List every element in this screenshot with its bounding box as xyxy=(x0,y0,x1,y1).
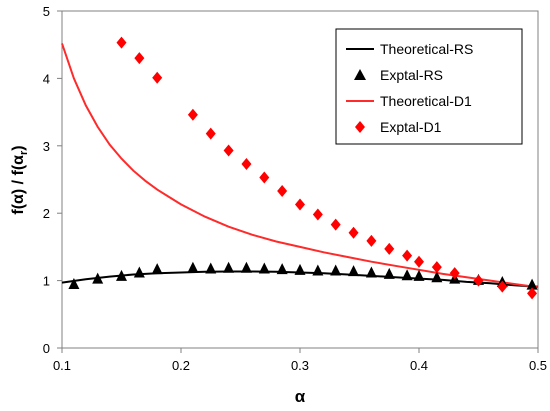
y-axis-ticks: 0 1 2 3 4 5 xyxy=(43,4,62,356)
data-point-exptal-rs xyxy=(383,267,395,279)
legend-label-theoretical-rs: Theoretical-RS xyxy=(380,41,473,57)
y-tick-label: 2 xyxy=(43,206,50,221)
data-point-exptal-d1 xyxy=(497,280,508,293)
data-point-exptal-d1 xyxy=(259,171,270,184)
legend-swatch-exptal-rs xyxy=(354,69,366,80)
data-point-exptal-rs xyxy=(365,266,377,278)
data-point-exptal-d1 xyxy=(473,274,484,287)
y-axis-label-subscript: r xyxy=(18,150,30,155)
y-tick-label: 4 xyxy=(43,71,50,86)
data-point-exptal-d1 xyxy=(241,157,252,170)
data-point-exptal-d1 xyxy=(330,218,341,231)
y-tick-label: 0 xyxy=(43,341,50,356)
x-axis-ticks: 0.1 0.2 0.3 0.4 0.5 xyxy=(53,348,547,373)
data-point-exptal-d1 xyxy=(295,198,305,211)
data-point-exptal-d1 xyxy=(277,184,288,197)
data-point-exptal-rs xyxy=(258,262,270,274)
y-tick-label: 5 xyxy=(43,4,50,19)
data-point-exptal-rs xyxy=(223,261,235,273)
x-tick-label: 0.3 xyxy=(291,358,309,373)
data-point-exptal-rs xyxy=(133,266,145,278)
data-point-exptal-d1 xyxy=(449,267,460,280)
data-point-exptal-d1 xyxy=(527,287,538,300)
data-point-exptal-d1 xyxy=(414,255,424,268)
data-point-exptal-d1 xyxy=(134,52,145,65)
data-point-exptal-d1 xyxy=(431,261,442,274)
data-point-exptal-rs xyxy=(312,264,324,276)
data-point-exptal-rs xyxy=(348,265,360,277)
data-point-exptal-d1 xyxy=(187,108,198,121)
y-axis-label: f(α) / f(αr) xyxy=(10,145,30,214)
data-point-exptal-rs xyxy=(151,263,163,275)
data-point-exptal-d1 xyxy=(348,226,359,239)
legend-label-exptal-d1: Exptal-D1 xyxy=(380,119,442,135)
y-axis-label-main: f(α) / f(α xyxy=(10,155,27,215)
x-axis-label: α xyxy=(295,387,306,406)
data-point-exptal-d1 xyxy=(402,249,413,262)
data-point-exptal-rs xyxy=(294,263,306,275)
data-point-exptal-d1 xyxy=(384,242,395,255)
y-tick-label: 3 xyxy=(43,139,50,154)
data-point-exptal-rs xyxy=(68,277,80,289)
series-markers xyxy=(68,36,538,300)
legend-label-theoretical-d1: Theoretical-D1 xyxy=(380,93,472,109)
data-point-exptal-d1 xyxy=(223,144,234,157)
data-point-exptal-d1 xyxy=(312,208,323,221)
data-point-exptal-rs xyxy=(276,263,288,275)
data-point-exptal-d1 xyxy=(366,234,377,247)
data-point-exptal-rs xyxy=(116,269,127,281)
data-point-exptal-d1 xyxy=(152,71,163,84)
data-point-exptal-rs xyxy=(330,264,342,276)
x-tick-label: 0.5 xyxy=(529,358,547,373)
data-point-exptal-rs xyxy=(187,261,199,273)
y-tick-label: 1 xyxy=(43,274,50,289)
data-point-exptal-rs xyxy=(240,261,252,273)
x-tick-label: 0.1 xyxy=(53,358,71,373)
y-axis-label-close: ) xyxy=(10,145,27,150)
data-point-exptal-rs xyxy=(401,269,413,281)
data-point-exptal-rs xyxy=(92,272,104,284)
legend-swatch-exptal-d1 xyxy=(355,121,365,133)
data-point-exptal-rs xyxy=(526,278,538,290)
data-point-exptal-d1 xyxy=(116,36,127,49)
legend: Theoretical-RS Exptal-RS Theoretical-D1 … xyxy=(335,28,523,145)
data-point-exptal-rs xyxy=(431,271,443,283)
data-point-exptal-d1 xyxy=(205,127,216,140)
x-tick-label: 0.2 xyxy=(172,358,190,373)
legend-label-exptal-rs: Exptal-RS xyxy=(380,67,443,83)
data-point-exptal-rs xyxy=(205,262,217,274)
x-tick-label: 0.4 xyxy=(410,358,428,373)
data-point-exptal-rs xyxy=(413,269,425,281)
series-line-theoretical-d1 xyxy=(61,43,539,289)
